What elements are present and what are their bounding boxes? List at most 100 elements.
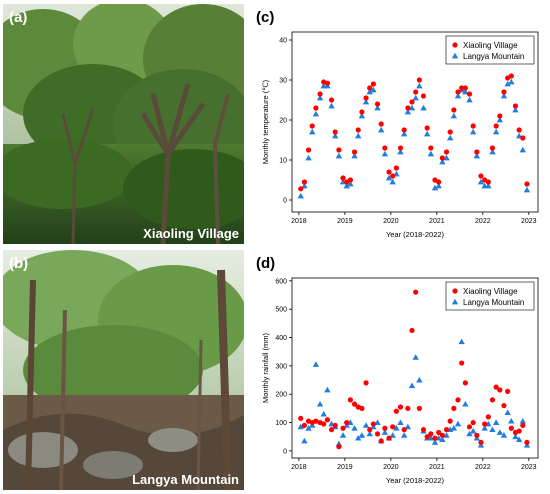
data-point-langya <box>351 425 358 431</box>
data-point-xiaoling <box>351 149 358 155</box>
data-point-langya <box>301 437 308 444</box>
legend-marker <box>451 52 459 59</box>
data-point-xiaoling <box>524 181 530 187</box>
data-point-xiaoling <box>482 421 488 427</box>
data-point-xiaoling <box>382 425 388 431</box>
legend-box <box>445 281 535 311</box>
data-point-langya <box>400 130 408 137</box>
photo-xiaoling-village: (a) Xiaoling Village <box>3 4 244 244</box>
data-point-xiaoling <box>466 91 473 97</box>
data-point-xiaoling <box>420 93 427 99</box>
data-point-xiaoling <box>351 401 358 407</box>
data-point-xiaoling <box>455 397 461 403</box>
x-tick-label: 2021 <box>429 218 445 225</box>
data-point-langya <box>397 419 404 425</box>
data-point-xiaoling <box>462 85 468 91</box>
data-point-xiaoling <box>328 427 335 433</box>
data-point-xiaoling <box>382 145 388 151</box>
data-point-xiaoling <box>508 425 514 431</box>
data-point-langya <box>301 182 308 189</box>
data-point-xiaoling <box>313 418 319 424</box>
data-point-xiaoling <box>466 424 473 430</box>
data-point-langya <box>339 432 347 438</box>
data-point-langya <box>469 128 477 135</box>
data-point-xiaoling <box>424 125 430 131</box>
data-point-xiaoling <box>436 179 442 185</box>
data-point-xiaoling <box>401 127 407 133</box>
data-point-langya <box>355 132 362 139</box>
data-point-langya <box>423 130 431 137</box>
plot-frame <box>291 277 539 459</box>
data-point-langya <box>473 152 481 159</box>
data-point-langya <box>519 146 527 153</box>
x-tick-label: 2019 <box>337 464 353 471</box>
data-point-xiaoling <box>493 384 499 390</box>
data-point-langya <box>458 338 465 345</box>
data-point-xiaoling <box>309 123 315 129</box>
data-point-xiaoling <box>478 173 484 179</box>
data-point-xiaoling <box>462 380 468 386</box>
data-point-xiaoling <box>363 95 369 101</box>
data-point-langya <box>404 108 412 115</box>
data-point-langya <box>358 432 366 438</box>
data-point-langya <box>351 152 358 159</box>
data-point-xiaoling <box>370 81 376 87</box>
data-point-langya <box>362 422 370 428</box>
data-point-langya <box>435 182 442 189</box>
data-point-xiaoling <box>447 129 453 135</box>
temperature-chart-svg: (c) 0 10 20 30 40 2018 2019 2020 2021 2022 2023 Yea… <box>256 9 539 239</box>
data-point-langya <box>381 150 389 157</box>
panel-label-a: (a) <box>9 9 27 26</box>
data-point-langya <box>492 419 500 425</box>
data-point-xiaoling <box>344 419 350 426</box>
data-point-xiaoling <box>298 415 304 421</box>
data-point-xiaoling <box>428 145 434 151</box>
y-tick-label: 200 <box>275 392 287 399</box>
data-point-xiaoling <box>520 135 526 141</box>
data-point-langya <box>389 178 396 185</box>
data-point-xiaoling <box>301 422 308 429</box>
x-tick-label: 2023 <box>521 464 537 471</box>
data-point-langya <box>443 154 450 161</box>
data-point-langya <box>439 436 446 442</box>
data-point-xiaoling <box>459 360 465 366</box>
data-point-langya <box>366 88 373 95</box>
legend-label: Langya Mountain <box>463 52 524 61</box>
data-point-langya <box>370 86 377 93</box>
data-point-xiaoling <box>378 121 384 127</box>
data-point-xiaoling <box>298 186 304 192</box>
data-point-langya <box>489 426 496 433</box>
x-tick-label: 2021 <box>429 464 445 471</box>
data-point-langya <box>324 386 331 393</box>
data-point-xiaoling <box>359 109 365 115</box>
data-point-langya <box>443 432 450 438</box>
data-point-langya <box>431 439 439 445</box>
data-point-xiaoling <box>428 431 434 437</box>
x-axis-label: Year (2018-2022) <box>386 230 445 239</box>
data-point-langya <box>427 434 435 441</box>
data-point-langya <box>328 102 335 109</box>
data-point-xiaoling <box>390 424 396 430</box>
data-point-langya <box>397 148 404 155</box>
data-point-xiaoling <box>420 427 427 433</box>
data-point-xiaoling <box>367 427 373 433</box>
data-point-langya <box>378 126 385 133</box>
data-point-xiaoling <box>516 127 522 133</box>
data-point-langya <box>332 132 339 139</box>
x-tick-label: 2020 <box>383 218 399 225</box>
data-point-xiaoling <box>317 91 323 97</box>
x-tick-label: 2022 <box>475 464 491 471</box>
legend-marker <box>452 288 458 294</box>
data-point-langya <box>508 78 515 85</box>
data-point-xiaoling <box>336 147 342 153</box>
data-point-langya <box>454 92 462 99</box>
data-point-xiaoling <box>470 419 476 426</box>
data-point-xiaoling <box>324 417 331 423</box>
data-point-langya <box>416 82 423 89</box>
data-point-langya <box>496 429 504 435</box>
photo-langya-image: (b) Langya Mountain <box>3 250 244 490</box>
photo-xiaoling-image: (a) Xiaoling Village <box>3 4 244 244</box>
data-point-xiaoling <box>439 432 445 438</box>
data-point-xiaoling <box>393 165 399 171</box>
data-point-xiaoling <box>393 408 399 414</box>
